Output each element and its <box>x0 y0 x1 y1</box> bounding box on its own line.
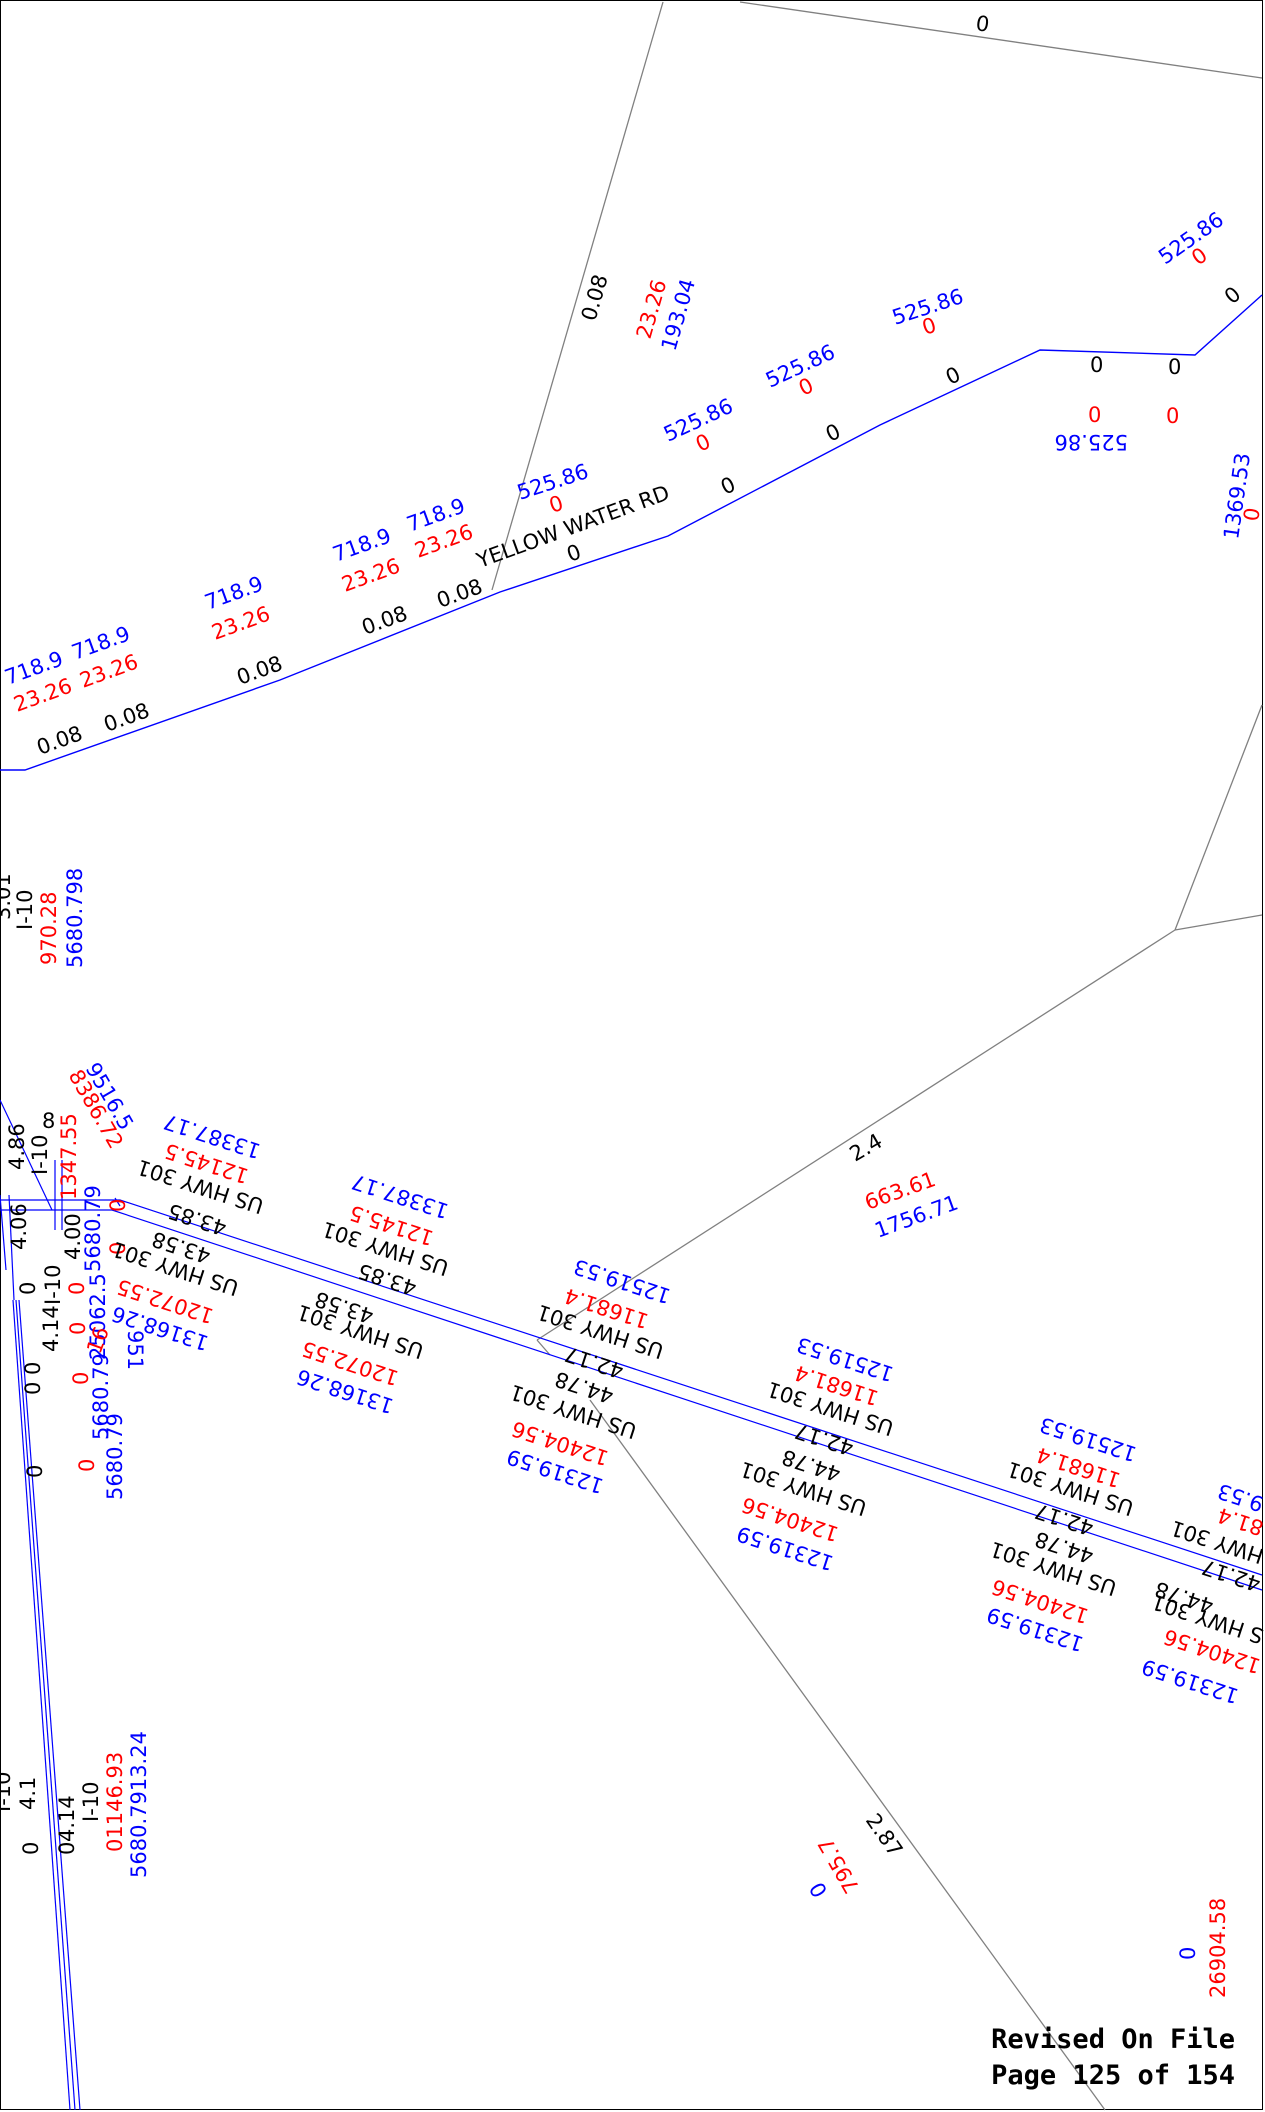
parcel-line <box>536 929 1176 1341</box>
parcel-line <box>1174 914 1263 931</box>
value-label: 0 <box>1187 243 1212 270</box>
road-line <box>15 1299 76 2111</box>
value-label: 0 <box>805 1878 832 1902</box>
value-label: 0 <box>75 1459 99 1472</box>
seg-label: 0.08 <box>234 651 286 690</box>
value-label: 0 <box>106 1242 130 1255</box>
seg-label: 0 <box>1220 282 1246 309</box>
value-label: 1347.55 <box>57 1113 81 1200</box>
seg-label: 0 <box>1090 353 1103 377</box>
value-label: 525.86 <box>1055 430 1128 454</box>
seg-label: 0.08 <box>101 698 153 737</box>
value-label: 5680.798 <box>63 868 87 968</box>
seg-label: 8 <box>42 1109 55 1133</box>
seg-label: 0.08 <box>34 721 86 760</box>
seg-label: 0 <box>16 1282 40 1295</box>
i10-label: I-10 <box>28 1135 52 1176</box>
i10-label: I-10 <box>0 1772 15 1813</box>
revised-on-file-text: Revised On File <box>991 2024 1235 2055</box>
value-label: 0 <box>795 373 817 400</box>
seg-label: 4.1 <box>16 1777 40 1810</box>
seg-label: 0 <box>564 540 585 567</box>
yellow-water-rd-line <box>0 294 1263 771</box>
value-label: 0 <box>1176 1947 1200 1960</box>
seg-label: 0.08 <box>434 574 486 613</box>
value-label: 0 <box>106 1199 130 1212</box>
road-line <box>0 1209 1263 1591</box>
parcel-line <box>1174 704 1263 931</box>
road-line <box>8 1194 15 1301</box>
seg-label: 4.00 <box>61 1213 85 1260</box>
parcel-line <box>739 1 1263 79</box>
value-label: 525.86 <box>1154 207 1228 269</box>
seg-label: 0 <box>974 11 991 37</box>
page-footer: Revised On File Page 125 of 154 <box>991 2022 1235 2094</box>
value-label: 01146.93 <box>103 1752 127 1852</box>
i10-label: I-10 <box>79 1782 103 1823</box>
road-line <box>0 1194 7 1271</box>
seg-label: 0 <box>55 1842 79 1855</box>
value-label: 0 <box>692 429 714 456</box>
parcel-line <box>536 1339 551 1356</box>
i10-label: 3.01 <box>0 873 15 920</box>
value-label: 0 <box>66 1322 90 1335</box>
value-label: 951 <box>123 1330 147 1370</box>
seg-label: 2.87 <box>861 1809 907 1861</box>
value-label: 1369.53 <box>1219 451 1255 540</box>
road-line <box>0 1199 1263 1576</box>
road-line <box>0 1099 53 1211</box>
value-label: 970.28 <box>37 892 61 965</box>
seg-label: 4.06 <box>7 1203 31 1250</box>
value-label: 5680.79 <box>103 1413 127 1500</box>
value-label: 26904.58 <box>1206 1898 1230 1998</box>
value-label: 0 <box>69 1372 93 1385</box>
parcel-line <box>491 1 664 591</box>
seg-label: 4.14 <box>55 1795 79 1842</box>
road-line <box>18 1299 81 2111</box>
value-label: 5680.7913.24 <box>127 1731 151 1878</box>
seg-label: 0 <box>1168 355 1181 379</box>
value-label: 0 <box>546 491 566 518</box>
value-label: 5680.79 <box>89 1353 113 1440</box>
seg-label: 0 <box>23 1465 47 1478</box>
value-label: 0 <box>1088 403 1101 427</box>
seg-label: 2.4 <box>846 1129 887 1166</box>
value-label: 0 <box>65 1282 89 1295</box>
value-label: 25062.5 <box>86 1273 110 1360</box>
value-label: 5680.79 <box>81 1185 105 1272</box>
seg-label: 0 <box>717 472 739 499</box>
parcel-line <box>589 1399 1106 2111</box>
value-label: 0 <box>1239 506 1265 523</box>
us-hwy-301-lines <box>0 1197 1263 1591</box>
i10-lines <box>0 1099 81 2111</box>
road-line <box>114 1197 121 1207</box>
parcel-lines <box>491 1 1263 2111</box>
seg-label: 4.86 <box>5 1123 29 1170</box>
seg-label: 0 0 <box>21 1362 45 1395</box>
seg-label: 0 <box>19 1842 43 1855</box>
i10-label: I-10 <box>41 1265 65 1306</box>
value-label: 0 <box>1166 404 1179 428</box>
seg-label: 4.14 <box>39 1305 63 1352</box>
seg-label: 0 <box>942 362 964 389</box>
seg-label: 0 <box>822 419 844 446</box>
seg-label: 0.08 <box>359 601 411 640</box>
road-line <box>12 1299 71 2111</box>
page-number-text: Page 125 of 154 <box>991 2060 1235 2091</box>
i10-label: I-10 <box>13 890 37 931</box>
